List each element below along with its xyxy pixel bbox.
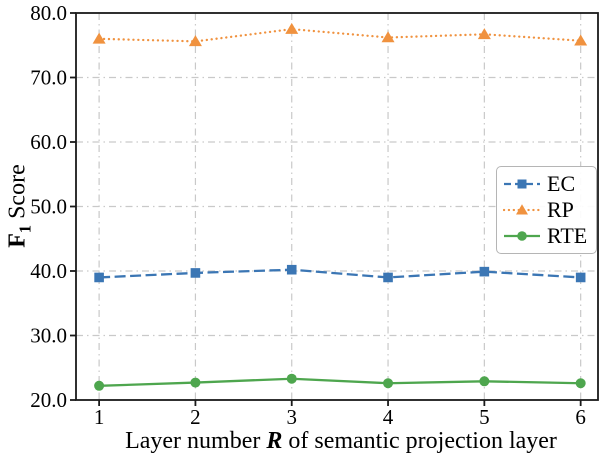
y-tick-label: 50.0 [30,195,67,219]
y-axis-label-rest: Score [4,164,31,225]
y-tick-label: 40.0 [30,259,67,283]
x-tick-label: 5 [479,405,490,429]
x-axis-label-post: of semantic projection layer [282,428,557,454]
legend: EC RP RTE [496,166,597,254]
x-axis-label-pre: Layer number [125,428,267,454]
legend-RP-line-icon [503,204,541,215]
y-tick-label: 20.0 [30,388,67,412]
series-RTE-marker [479,376,490,387]
series-EC-marker [383,272,393,283]
series-RP-marker [477,28,491,40]
series-EC-marker [190,268,201,278]
legend-RTE-marker-icon [517,231,527,241]
series-RP-marker [188,35,202,47]
y-tick-label: 80.0 [30,1,67,25]
x-tick-label: 1 [94,405,105,429]
series-RP-marker [381,31,395,43]
legend-item-RP: RP [503,197,590,223]
x-axis-label-emph: R [266,428,283,454]
y-axis-label-sub: 1 [15,224,35,234]
legend-RTE-line-icon [504,231,540,241]
legend-label-EC: EC [547,171,576,196]
y-axis-label-f: F [4,233,31,248]
legend-EC-marker-icon [517,179,527,189]
y-tick-label: 70.0 [30,66,67,90]
x-tick-label: 2 [190,405,201,429]
legend-item-EC: EC [503,171,590,197]
series-RTE-marker [383,378,394,389]
legend-label-RTE: RTE [547,223,588,248]
series-EC-marker [286,264,297,275]
series-RTE-marker [94,380,105,391]
x-tick-label: 4 [383,405,394,429]
series-RTE-marker [575,378,586,389]
series-RTE-marker [190,377,201,388]
series-line-EC [99,268,581,279]
legend-RP-marker-icon [516,204,528,215]
series-EC-marker [575,272,586,283]
x-axis-label: Layer number R of semantic projection la… [80,428,602,455]
y-axis-label: F1 Score [5,164,36,247]
y-tick-label: 60.0 [30,130,67,154]
legend-label-RP: RP [547,197,574,222]
series-RP-marker [285,22,299,34]
series-line-RTE [99,377,581,387]
y-tick-label: 30.0 [30,324,67,348]
x-tick-label: 6 [575,405,586,429]
legend-item-RTE: RTE [503,223,590,249]
series-line-RP [97,27,582,43]
series-EC-marker [479,266,490,277]
series-RTE-marker [286,373,297,384]
legend-EC-line-icon [504,179,540,189]
series-EC-marker [94,272,104,283]
series-RP-marker [92,32,106,44]
series-RP-marker [574,34,588,46]
x-tick-label: 3 [286,405,297,429]
